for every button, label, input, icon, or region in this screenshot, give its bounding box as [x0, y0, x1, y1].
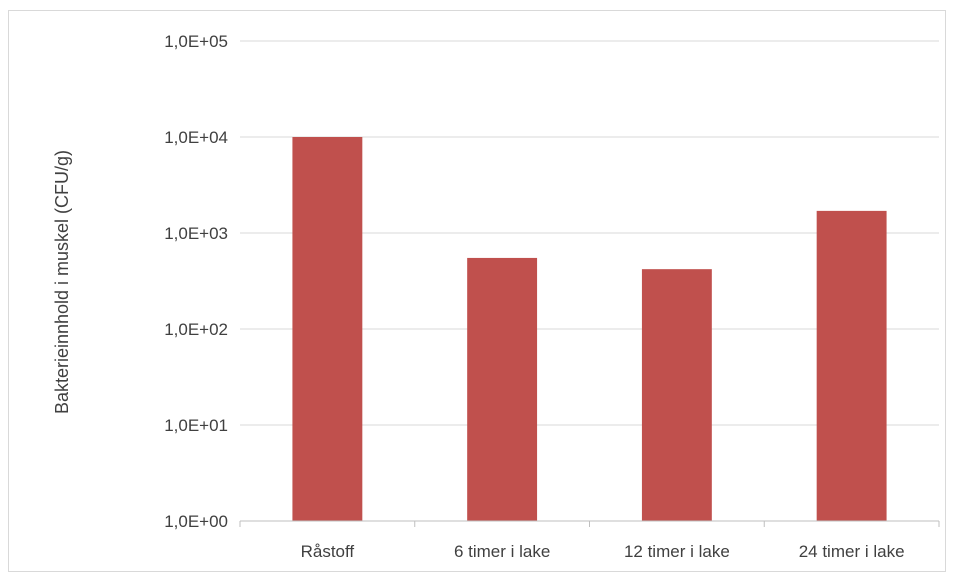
bar [641, 269, 712, 521]
x-tick-label: 6 timer i lake [454, 542, 550, 561]
y-tick-label: 1,0E+04 [164, 128, 228, 147]
y-tick-label: 1,0E+05 [164, 32, 228, 51]
y-tick-label: 1,0E+03 [164, 224, 228, 243]
axes [239, 520, 940, 527]
x-tick-label: 24 timer i lake [799, 542, 905, 561]
y-tick-label: 1,0E+00 [164, 512, 228, 531]
y-tick-label: 1,0E+01 [164, 416, 228, 435]
x-tick-label: 12 timer i lake [624, 542, 730, 561]
bar [467, 257, 538, 521]
bar [816, 210, 887, 522]
x-tick-labels: Råstoff 6 timer i lake 12 timer i lake 24 t… [301, 542, 905, 561]
bar [292, 137, 363, 521]
y-tick-label: 1,0E+02 [164, 320, 228, 339]
y-axis-title: Bakterieinnhold i muskel (CFU/g) [52, 150, 72, 414]
bars [292, 137, 887, 522]
y-tick-labels: 1,0E+00 1,0E+01 1,0E+02 1,0E+03 1,0E+04 1,0E+… [164, 32, 228, 531]
x-tick-label: Råstoff [301, 542, 355, 561]
